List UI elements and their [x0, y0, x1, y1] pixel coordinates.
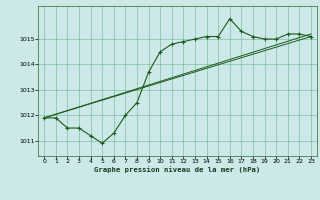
X-axis label: Graphe pression niveau de la mer (hPa): Graphe pression niveau de la mer (hPa) — [94, 166, 261, 173]
